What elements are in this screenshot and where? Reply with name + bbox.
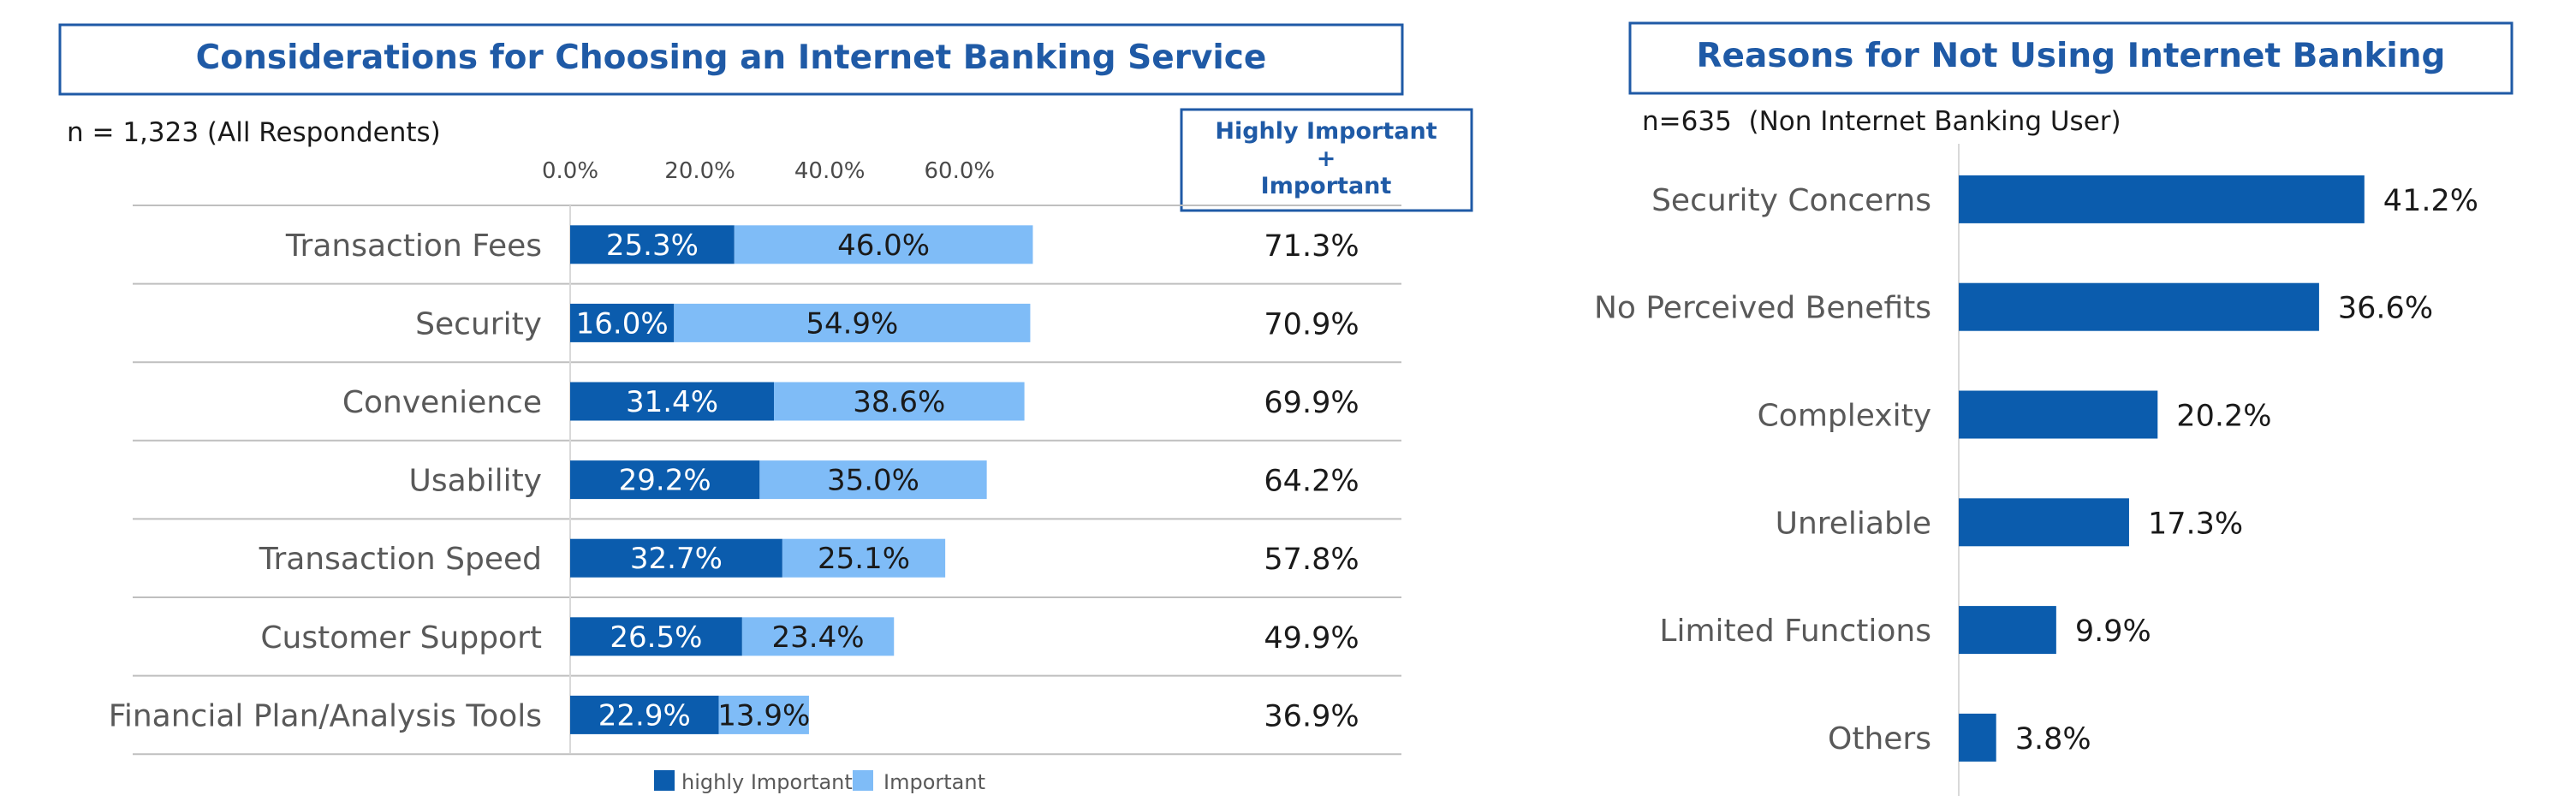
chart1-x-tick: 40.0%	[794, 158, 866, 184]
category-label: Usability	[409, 464, 542, 499]
bar-important	[718, 695, 809, 734]
total-label: 70.9%	[1264, 307, 1359, 341]
bar-highly-important	[570, 617, 742, 656]
bar-important	[774, 382, 1025, 421]
chart1-row-security: Security 16.0% 54.9% 70.9%	[415, 303, 1359, 342]
data-label-important: 13.9%	[717, 698, 810, 733]
bar-important	[782, 538, 946, 578]
category-label: Unreliable	[1776, 506, 1931, 541]
bar	[1959, 606, 2056, 655]
category-label: Financial Plan/Analysis Tools	[109, 698, 542, 733]
chart2-sample-note: n=635 (Non Internet Banking User)	[1642, 106, 2121, 137]
legend-swatch-highly-important	[654, 770, 675, 791]
data-label: 36.6%	[2338, 292, 2433, 326]
bar-highly-important	[570, 303, 675, 342]
chart2-row-complexity: Complexity 20.2%	[1758, 390, 2271, 439]
data-label: 17.3%	[2148, 507, 2243, 541]
category-label: Convenience	[342, 385, 542, 420]
bar	[1959, 390, 2158, 439]
chart1-row-financial-plan-analysis-tools: Financial Plan/Analysis Tools 22.9% 13.9% 3…	[109, 695, 1359, 734]
data-label-highly-important: 16.0%	[576, 306, 669, 341]
data-label: 3.8%	[2015, 722, 2091, 757]
data-label: 20.2%	[2176, 400, 2271, 434]
category-label: Customer Support	[260, 620, 542, 656]
legend-swatch-important	[853, 770, 873, 791]
total-label: 64.2%	[1264, 465, 1359, 499]
data-label-important: 25.1%	[818, 542, 910, 576]
chart2-row-unreliable: Unreliable 17.3%	[1776, 498, 2243, 547]
chart1-title: Considerations for Choosing an Internet …	[196, 39, 1267, 77]
legend-label-highly-important: highly Important	[681, 770, 853, 794]
bar-highly-important	[570, 695, 719, 734]
bar-important	[734, 225, 1033, 264]
category-label: Transaction Speed	[259, 542, 542, 577]
chart1-row-transaction-fees: Transaction Fees 25.3% 46.0% 71.3%	[285, 225, 1359, 264]
category-label: Security Concerns	[1651, 183, 1931, 218]
category-label: Complexity	[1758, 399, 1931, 434]
total-label: 71.3%	[1264, 229, 1359, 264]
data-label-important: 23.4%	[772, 620, 865, 655]
considerations-chart: Considerations for Choosing an Internet …	[58, 23, 1473, 794]
data-label-important: 35.0%	[827, 464, 919, 498]
bar-important	[674, 303, 1031, 342]
data-label-important: 46.0%	[837, 228, 930, 263]
data-label-highly-important: 25.3%	[606, 228, 699, 263]
bar-highly-important	[570, 460, 760, 500]
legend-label-important: Important	[883, 770, 985, 794]
bar-highly-important	[570, 538, 782, 578]
chart1-rows: Transaction Fees 25.3% 46.0% 71.3% Security 1…	[109, 225, 1359, 734]
totals-header-line1: Highly Important	[1215, 118, 1437, 145]
bar-important	[759, 460, 987, 500]
bar	[1959, 175, 2365, 223]
total-label: 57.8%	[1264, 543, 1359, 577]
chart2-row-no-perceived-benefits: No Perceived Benefits 36.6%	[1594, 282, 2433, 331]
chart1-x-ticks: 0.0% 20.0% 40.0% 60.0%	[542, 158, 995, 184]
chart2-row-limited-functions: Limited Functions 9.9%	[1659, 606, 2151, 655]
chart1-row-convenience: Convenience 31.4% 38.6% 69.9%	[342, 382, 1359, 421]
total-label: 49.9%	[1264, 621, 1359, 656]
category-label: Security	[415, 306, 542, 341]
chart1-x-tick: 0.0%	[542, 158, 598, 184]
data-label: 41.2%	[2383, 184, 2478, 218]
chart1-x-tick: 60.0%	[924, 158, 995, 184]
totals-header-line2: +	[1317, 145, 1336, 172]
total-label: 69.9%	[1264, 386, 1359, 420]
chart1-x-tick: 20.0%	[664, 158, 735, 184]
chart2-title-box	[1628, 21, 2514, 95]
data-label: 9.9%	[2075, 614, 2151, 649]
chart1-row-customer-support: Customer Support 26.5% 23.4% 49.9%	[260, 617, 1359, 656]
reasons-chart: Reasons for Not Using Internet Banking n…	[1594, 21, 2514, 796]
chart2-title: Reasons for Not Using Internet Banking	[1697, 37, 2446, 75]
chart1-row-usability: Usability 29.2% 35.0% 64.2%	[409, 460, 1359, 500]
bar	[1959, 498, 2129, 547]
bar-highly-important	[570, 225, 735, 264]
bar-important	[741, 617, 895, 656]
category-label: Limited Functions	[1659, 614, 1931, 649]
chart1-legend: highly Important Important	[654, 770, 985, 794]
chart1-row-transaction-speed: Transaction Speed 32.7% 25.1% 57.8%	[259, 538, 1359, 578]
chart2-row-others: Others 3.8%	[1828, 713, 2091, 762]
category-label: Transaction Fees	[285, 228, 542, 264]
chart1-gridlines	[133, 205, 1401, 756]
bar-highly-important	[570, 382, 775, 421]
chart2-row-security-concerns: Security Concerns 41.2%	[1651, 175, 2478, 223]
data-label-highly-important: 29.2%	[619, 464, 711, 498]
data-label-highly-important: 31.4%	[626, 385, 718, 419]
data-label-highly-important: 22.9%	[598, 698, 691, 733]
category-label: Others	[1828, 721, 1931, 757]
chart1-sample-note: n = 1,323 (All Respondents)	[67, 117, 441, 148]
totals-header-box	[1180, 108, 1473, 212]
data-label-important: 54.9%	[806, 306, 898, 341]
total-label: 36.9%	[1264, 699, 1359, 733]
data-label-highly-important: 26.5%	[610, 620, 702, 655]
totals-header-line3: Important	[1261, 173, 1392, 199]
category-label: No Perceived Benefits	[1594, 291, 1931, 326]
chart1-title-box	[58, 23, 1404, 96]
bar	[1959, 282, 2319, 331]
bar	[1959, 713, 1996, 762]
data-label-highly-important: 32.7%	[630, 542, 723, 576]
chart2-rows: Security Concerns 41.2% No Perceived Benef…	[1594, 175, 2478, 762]
data-label-important: 38.6%	[853, 385, 945, 419]
